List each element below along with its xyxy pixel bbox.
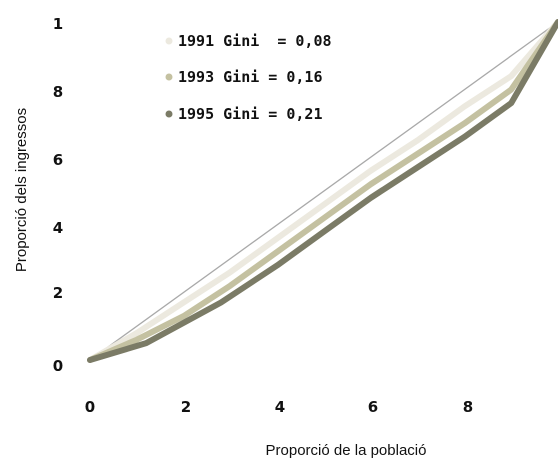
x-ticks: 0 2 4 6 8 (85, 398, 473, 416)
y-tick-label: 2 (53, 284, 63, 302)
y-tick-label: 4 (53, 219, 63, 237)
legend-label: 1995 Gini = 0,21 (178, 105, 323, 123)
x-tick-label: 0 (85, 398, 95, 416)
series-line-3 (87, 19, 558, 363)
y-tick-label: 8 (53, 83, 63, 101)
series-line-2 (87, 19, 558, 363)
x-tick-label: 2 (181, 398, 191, 416)
y-axis-label: Proporció dels ingressos (13, 108, 30, 272)
legend-marker (165, 73, 173, 81)
x-tick-label: 6 (368, 398, 378, 416)
y-ticks: 0 2 4 6 8 1 (53, 15, 63, 375)
x-axis-label: Proporció de la població (266, 442, 427, 459)
y-tick-label: 1 (53, 15, 63, 33)
series-line-1 (87, 19, 558, 363)
x-tick-label: 4 (275, 398, 285, 416)
x-tick-label: 8 (463, 398, 473, 416)
legend-label: 1993 Gini = 0,16 (178, 68, 323, 86)
y-tick-label: 6 (53, 151, 63, 169)
equality-line (89, 21, 558, 361)
legend-marker (165, 110, 173, 118)
legend-marker (165, 37, 173, 45)
series-lines (87, 19, 558, 363)
legend: 1991 Gini = 0,08 1993 Gini = 0,16 1995 Gin… (165, 32, 332, 123)
legend-label: 1991 Gini = 0,08 (178, 32, 332, 50)
y-tick-label: 0 (53, 357, 63, 375)
